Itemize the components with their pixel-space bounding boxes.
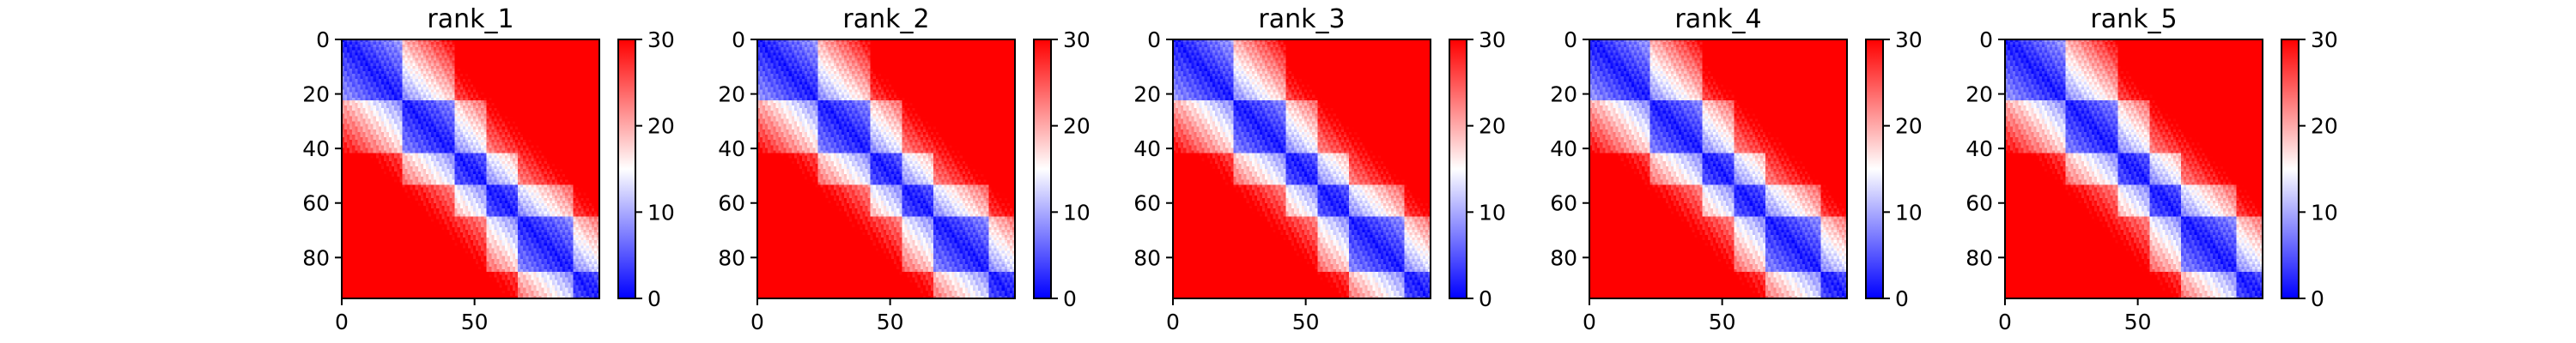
colorbar-tick-label: 0 [1895,286,1909,311]
axes-frame [341,39,600,299]
colorbar [2281,39,2300,299]
axes-frame [756,39,1016,299]
y-tick-label: 0 [1564,27,1577,52]
y-tick-label: 20 [1133,82,1161,107]
y-tick-label: 80 [1133,245,1161,270]
x-tick-label: 50 [877,310,904,334]
colorbar-tick-label: 20 [1063,114,1091,139]
panel-title: rank_1 [427,4,513,34]
colorbar-tick-label: 0 [1479,286,1492,311]
y-tick-label: 60 [302,191,330,216]
y-tick-label: 60 [718,191,745,216]
heatmap-image [342,39,599,298]
y-tick-label: 80 [718,245,745,270]
colorbar [617,39,636,299]
heatmap-panel-3: rank_3 0 20 40 60 80 0 50 0 10 20 30 [1133,4,1506,334]
colorbar-tick-label: 30 [1063,27,1091,52]
y-tick-label: 20 [1550,82,1577,107]
x-tick-label: 50 [2124,310,2152,334]
heatmap-panel-2: rank_2 0 20 40 60 80 0 50 0 10 20 30 [718,4,1091,334]
colorbar-tick-label: 0 [1063,286,1077,311]
y-tick-label: 40 [302,136,330,161]
x-tick-label: 0 [1166,310,1180,334]
colorbar-tick-label: 10 [1063,200,1091,225]
y-tick-label: 40 [718,136,745,161]
panel-title: rank_4 [1674,4,1761,34]
colorbar-tick-label: 10 [1895,200,1923,225]
colorbar-tick-label: 0 [2311,286,2324,311]
colorbar-tick-label: 30 [1895,27,1923,52]
y-tick-label: 0 [316,27,330,52]
colorbar [1449,39,1467,299]
heatmap-panel-1: rank_1 0 20 40 60 80 0 50 0 10 20 30 [302,4,675,334]
panel-title: rank_3 [1258,4,1345,34]
panel-title: rank_2 [842,4,929,34]
colorbar-tick-label: 0 [647,286,661,311]
panel-title: rank_5 [2090,4,2177,34]
y-tick-label: 80 [1965,245,1993,270]
y-tick-label: 80 [302,245,330,270]
x-tick-label: 50 [1709,310,1736,334]
heatmap-panel-4: rank_4 0 20 40 60 80 0 50 0 10 20 30 [1550,4,1923,334]
y-tick-label: 40 [1550,136,1577,161]
axes-frame [2004,39,2263,299]
colorbar [1865,39,1884,299]
y-tick-label: 20 [718,82,745,107]
x-tick-label: 0 [1583,310,1596,334]
y-tick-label: 0 [1147,27,1161,52]
colorbar-tick-label: 10 [1479,200,1506,225]
y-tick-label: 20 [1965,82,1993,107]
colorbar-tick-label: 30 [2311,27,2338,52]
heatmap-image [1173,39,1431,298]
colorbar-tick-label: 20 [1479,114,1506,139]
axes-frame [1172,39,1431,299]
y-tick-label: 60 [1965,191,1993,216]
y-tick-label: 80 [1550,245,1577,270]
x-tick-label: 0 [750,310,764,334]
axes-frame [1589,39,1848,299]
heatmap-panel-5: rank_5 0 20 40 60 80 0 50 0 10 20 30 [1965,4,2338,334]
heatmap-image [1589,39,1847,298]
colorbar-tick-label: 30 [647,27,675,52]
x-tick-label: 0 [335,310,349,334]
colorbar-tick-label: 10 [2311,200,2338,225]
heatmap-image [2005,39,2263,298]
x-tick-label: 50 [1292,310,1320,334]
y-tick-label: 60 [1550,191,1577,216]
x-tick-label: 0 [1998,310,2012,334]
colorbar-tick-label: 10 [647,200,675,225]
colorbar-tick-label: 20 [2311,114,2338,139]
heatmap-image [757,39,1015,298]
x-tick-label: 50 [461,310,489,334]
y-tick-label: 40 [1965,136,1993,161]
colorbar-tick-label: 20 [1895,114,1923,139]
colorbar-tick-label: 20 [647,114,675,139]
y-tick-label: 0 [732,27,745,52]
y-tick-label: 0 [1979,27,1993,52]
y-tick-label: 20 [302,82,330,107]
y-tick-label: 60 [1133,191,1161,216]
y-tick-label: 40 [1133,136,1161,161]
colorbar-tick-label: 30 [1479,27,1506,52]
colorbar [1033,39,1052,299]
